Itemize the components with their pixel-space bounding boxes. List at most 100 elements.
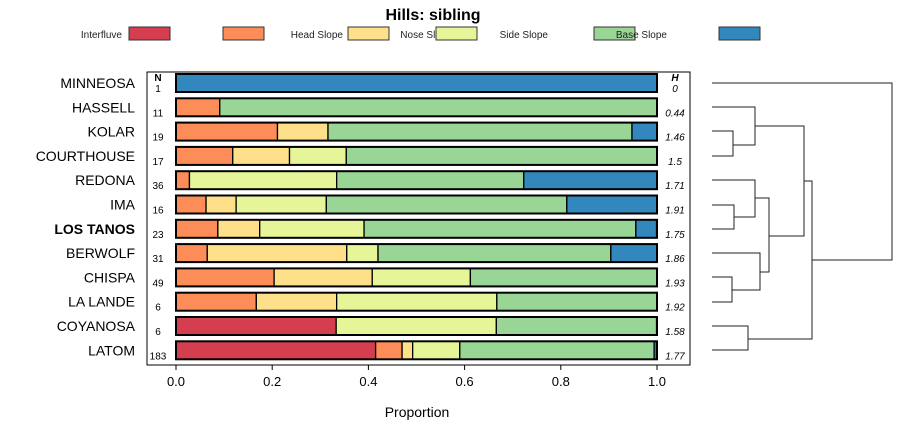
h-value: 1.91 bbox=[665, 206, 684, 217]
bar-outline bbox=[175, 316, 658, 336]
legend-swatch bbox=[593, 26, 636, 41]
dendrogram-branch bbox=[712, 130, 734, 157]
legend-label: Interfluve bbox=[81, 30, 123, 41]
bar-outline bbox=[175, 194, 658, 215]
bar-segment-nose-slope bbox=[235, 194, 327, 215]
n-value: 31 bbox=[152, 254, 164, 265]
bar-row: CHISPA 49 1.93 bbox=[84, 267, 685, 289]
bar-outline bbox=[175, 340, 658, 361]
legend-swatch bbox=[435, 26, 478, 41]
bar-segment-side-slope bbox=[377, 243, 612, 263]
bar-segment-head-slope bbox=[217, 219, 261, 239]
bar-segment-side-slope bbox=[496, 292, 658, 312]
x-tick-label: 0.6 bbox=[456, 374, 474, 389]
bar-outline bbox=[175, 73, 658, 93]
h-value: 0.44 bbox=[665, 108, 685, 119]
bar-segment-head-slope bbox=[232, 146, 291, 166]
bar-segment-side-slope bbox=[459, 340, 655, 360]
n-value: 49 bbox=[152, 278, 164, 289]
bar-segment-nose-slope bbox=[335, 316, 497, 336]
bar-row: COURTHOUSE 17 1.5 bbox=[36, 145, 682, 168]
legend-label: Nose Slope bbox=[400, 30, 452, 41]
n-value: 16 bbox=[152, 206, 164, 217]
bar-row: REDONA 36 1.71 bbox=[75, 170, 685, 192]
dendrogram-branch bbox=[712, 325, 749, 351]
plot-panel bbox=[146, 71, 691, 366]
bar-segment-base-slope bbox=[635, 219, 658, 239]
bar-outline bbox=[175, 97, 658, 118]
bar-row: IMA 16 1.91 bbox=[110, 194, 685, 217]
bar-segment-nose-slope bbox=[346, 243, 379, 263]
n-value: 23 bbox=[152, 230, 164, 241]
x-tick-label: 0.8 bbox=[552, 374, 570, 389]
bar-segment-base-slope bbox=[523, 170, 658, 190]
row-label: LOS TANOS bbox=[54, 221, 135, 237]
dendrogram-branch bbox=[712, 82, 893, 261]
bar-segment-nose-slope bbox=[288, 146, 347, 166]
h-value: 1.77 bbox=[665, 351, 685, 362]
n-value: 17 bbox=[152, 157, 164, 168]
bar-outline bbox=[175, 218, 658, 239]
row-label: IMA bbox=[110, 197, 136, 213]
dendrogram-branch bbox=[712, 276, 733, 303]
bar-segment-side-slope bbox=[469, 267, 658, 288]
bar-segment-nose-slope bbox=[188, 170, 338, 190]
bar-outline bbox=[175, 291, 658, 312]
bar-segment-crest bbox=[374, 340, 403, 360]
bar-segment-crest bbox=[175, 146, 234, 166]
x-tick-label: 0.4 bbox=[359, 374, 377, 389]
bar-segment-crest bbox=[175, 267, 275, 288]
legend-swatch bbox=[718, 26, 761, 41]
bar-row: COYANOSA 6 1.58 bbox=[57, 316, 685, 338]
bar-segment-crest bbox=[175, 292, 257, 312]
legend-label: Base Slope bbox=[616, 30, 668, 41]
bar-outline bbox=[175, 267, 658, 288]
bar-segment-crest bbox=[175, 194, 207, 215]
x-tick-label: 0.0 bbox=[167, 374, 185, 389]
bar-segment-base-slope bbox=[610, 243, 658, 263]
bar-segment-head-slope bbox=[401, 340, 414, 360]
bar-row: HASSELL 11 0.44 bbox=[72, 97, 685, 119]
bar-segment-crest bbox=[175, 121, 279, 142]
row-label: HASSELL bbox=[72, 99, 135, 115]
row-label: MINNEOSA bbox=[60, 75, 135, 91]
bar-row: LOS TANOS 23 1.75 bbox=[54, 218, 685, 241]
dendrogram-branch bbox=[755, 125, 805, 237]
row-label: BERWOLF bbox=[66, 245, 135, 261]
bar-outline bbox=[175, 145, 658, 166]
bar-segment-side-slope bbox=[495, 316, 658, 336]
h-value: 1.86 bbox=[665, 254, 685, 265]
bar-segment-side-slope bbox=[327, 121, 633, 142]
dendrogram-branch bbox=[712, 204, 735, 230]
h-header: H bbox=[671, 73, 679, 84]
x-axis: 0.0 0.2 0.4 0.6 0.8 1.0 bbox=[167, 365, 666, 389]
h-value: 1.93 bbox=[665, 278, 685, 289]
h-value: 1.46 bbox=[665, 133, 685, 144]
bar-segment-base-slope bbox=[175, 73, 658, 93]
row-label: KOLAR bbox=[88, 124, 135, 140]
h-value: 1.58 bbox=[665, 327, 685, 338]
bar-segment-nose-slope bbox=[336, 292, 498, 312]
row-label: COURTHOUSE bbox=[36, 148, 135, 164]
bar-row: LATOM 183 1.77 bbox=[88, 340, 685, 362]
bar-segment-side-slope bbox=[325, 194, 568, 215]
bar-segment-side-slope bbox=[363, 219, 637, 239]
bar-segment-side-slope bbox=[336, 170, 525, 190]
bar-row: KOLAR 19 1.46 bbox=[88, 121, 685, 144]
bar-segment-head-slope bbox=[276, 121, 329, 142]
n-value: 6 bbox=[155, 303, 161, 314]
dendrogram-branch bbox=[712, 252, 761, 291]
bar-segment-head-slope bbox=[205, 194, 237, 215]
bar-segment-head-slope bbox=[273, 267, 373, 288]
row-label: LA LANDE bbox=[68, 294, 135, 310]
bar-outline bbox=[175, 170, 658, 191]
bar-segment-interfluve bbox=[175, 316, 337, 336]
dendrogram-branch bbox=[755, 197, 770, 273]
n-header: N bbox=[154, 73, 161, 84]
bar-row: MINNEOSA 1 0 bbox=[60, 73, 678, 95]
bar-segment-head-slope bbox=[206, 243, 348, 263]
h-value: 1.5 bbox=[668, 157, 682, 168]
bar-segment-base-slope bbox=[631, 121, 658, 142]
n-value: 11 bbox=[153, 108, 164, 119]
